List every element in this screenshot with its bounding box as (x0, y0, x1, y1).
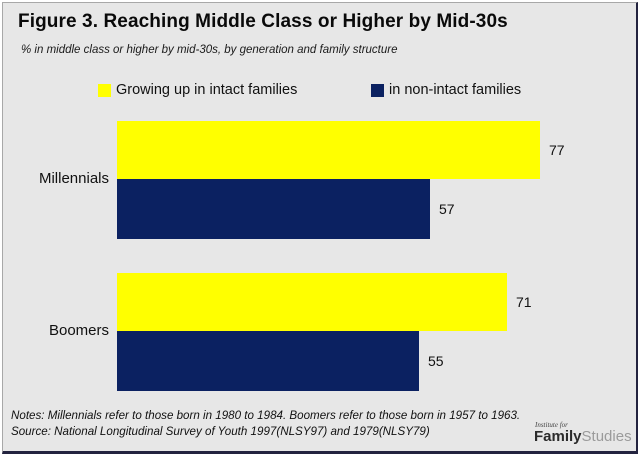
bar-value-millennials-intact: 77 (549, 142, 565, 158)
category-label-boomers: Boomers (48, 322, 109, 339)
bar-value-boomers-non-intact: 55 (428, 353, 444, 369)
bar-boomers-intact (117, 273, 507, 331)
legend-item-non-intact: in non-intact families (371, 81, 521, 99)
ifs-logo-studies: Studies (581, 428, 632, 446)
legend-label-intact: Growing up in intact families (116, 82, 298, 98)
chart-title: Figure 3. Reaching Middle Class or Highe… (18, 11, 508, 32)
category-label-millennials: Millennials (38, 170, 109, 187)
bar-row-millennials-intact: 77 (117, 121, 636, 179)
legend-item-intact: Growing up in intact families (98, 81, 297, 99)
bar-row-millennials-non-intact: 57 (117, 179, 636, 239)
footnote: Notes: Millennials refer to those born i… (11, 409, 521, 438)
ifs-logo-wordmark: FamilyStudies (534, 428, 632, 446)
ifs-logo: Institute for FamilyStudies (534, 421, 632, 446)
bar-row-boomers-intact: 71 (117, 273, 636, 331)
bar-row-boomers-non-intact: 55 (117, 331, 636, 391)
legend-swatch-intact-icon (98, 83, 111, 97)
bar-boomers-non-intact (117, 331, 419, 391)
bar-millennials-intact (117, 121, 540, 179)
ifs-logo-family: Family (534, 428, 582, 446)
legend-label-non-intact: in non-intact families (389, 82, 522, 98)
legend-swatch-non-intact-icon (371, 83, 384, 97)
chart-subtitle: % in middle class or higher by mid-30s, … (21, 44, 398, 56)
ifs-logo-institute-for: Institute for (535, 421, 568, 430)
bar-value-boomers-intact: 71 (516, 294, 532, 310)
bar-millennials-non-intact (117, 179, 430, 239)
bar-value-millennials-non-intact: 57 (439, 201, 455, 217)
